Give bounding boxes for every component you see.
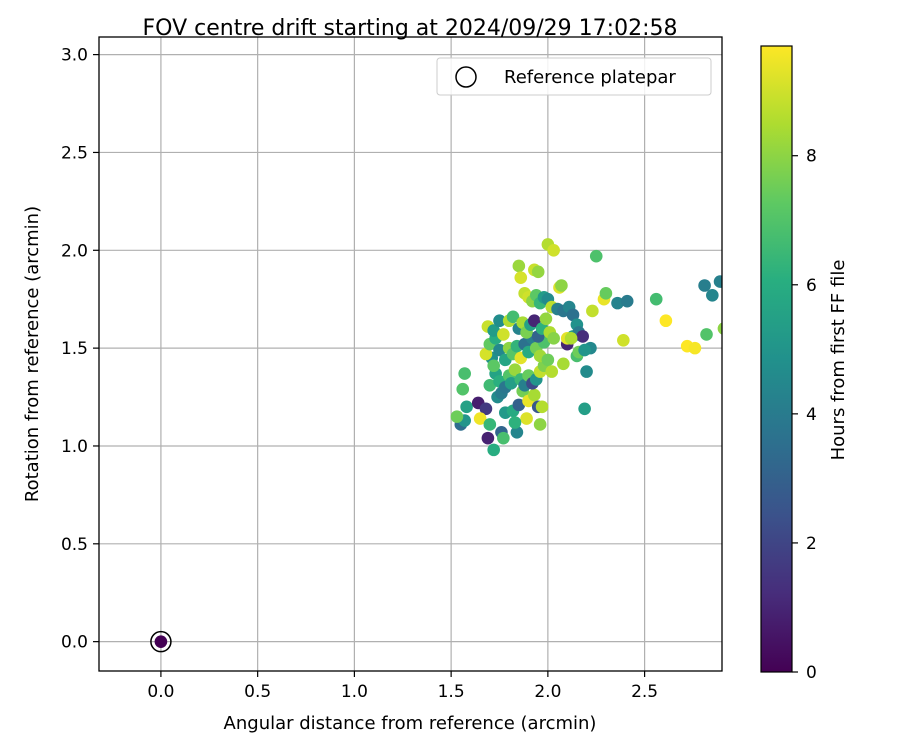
colorbar: 0 2 4 6 8 Hours from first FF file <box>760 45 849 683</box>
scatter-point <box>473 412 487 425</box>
scatter-point <box>487 443 500 457</box>
scatter-point <box>564 332 578 345</box>
scatter-point <box>700 328 713 341</box>
legend-label: Reference platepar <box>504 67 676 88</box>
scatter-point <box>535 400 549 414</box>
scatter-point <box>698 279 711 292</box>
scatter-point <box>520 412 533 425</box>
scatter-point <box>688 341 702 355</box>
scatter-point <box>599 287 613 300</box>
scatter-point <box>510 425 524 439</box>
x-axis-ticks: 0.0 0.5 1.0 1.5 2.0 2.5 <box>147 671 658 702</box>
scatter-point <box>528 388 541 402</box>
scatter-point <box>541 353 555 367</box>
y-axis-ticks: 0.0 0.5 1.0 1.5 2.0 2.5 3.0 <box>61 46 99 653</box>
y-axis-label: Rotation from reference (arcmin) <box>22 206 43 502</box>
scatter-point <box>557 357 570 371</box>
y-tick-label: 0.5 <box>61 535 88 555</box>
scatter-point <box>617 334 630 347</box>
scatter-point <box>497 328 510 341</box>
scatter-point <box>506 310 520 324</box>
scatter-point <box>566 308 580 322</box>
scatter-point <box>479 347 493 361</box>
scatter-point <box>659 314 673 328</box>
x-tick-label: 0.5 <box>244 682 271 702</box>
y-tick-label: 2.5 <box>61 143 88 163</box>
scatter-point <box>458 367 471 380</box>
y-tick-label: 1.5 <box>61 339 88 359</box>
x-tick-label: 1.0 <box>341 682 368 702</box>
scatter-point <box>578 402 591 416</box>
plot-frame <box>98 36 723 672</box>
scatter-point <box>649 292 663 306</box>
scatter-point <box>717 322 722 335</box>
scatter-point <box>487 359 500 373</box>
scatter-point <box>713 275 722 288</box>
x-tick-label: 2.0 <box>534 682 561 702</box>
scatter-point <box>514 271 528 284</box>
scatter-point <box>578 343 591 357</box>
legend-box <box>436 57 712 96</box>
scatter-point <box>528 314 541 328</box>
scatter-point <box>493 343 506 357</box>
scatter-point <box>512 398 526 412</box>
scatter-point <box>460 400 473 414</box>
colorbar-tick-label: 8 <box>806 147 817 167</box>
y-tick-label: 3.0 <box>61 46 88 66</box>
scatter-point <box>555 279 568 292</box>
scatter-point <box>589 249 603 263</box>
scatter-point <box>512 259 526 273</box>
colorbar-tick-label: 6 <box>806 276 817 296</box>
x-tick-label: 1.5 <box>438 682 465 702</box>
scatter-point <box>483 379 497 392</box>
reference-point-fill <box>154 635 168 648</box>
scatter-point <box>487 324 500 337</box>
colorbar-label: Hours from first FF file <box>828 260 849 461</box>
x-axis-label: Angular distance from reference (arcmin) <box>224 713 597 734</box>
scatter-point <box>483 418 497 431</box>
scatter-point <box>620 294 634 308</box>
scatter-point <box>547 332 560 345</box>
y-tick-label: 2.0 <box>61 241 88 261</box>
scatter-point <box>508 416 522 429</box>
legend: Reference platepar <box>436 57 712 96</box>
scatter-point <box>547 243 560 257</box>
colorbar-tick-label: 4 <box>806 405 817 425</box>
scatter-point <box>508 363 522 376</box>
scatter-point <box>450 410 464 423</box>
scatter-point <box>456 382 470 396</box>
scatter-point <box>539 312 553 326</box>
scatter-point <box>545 365 559 378</box>
scatter-point <box>531 265 545 279</box>
scatter-point <box>479 402 493 416</box>
legend-marker-open-circle <box>455 66 477 88</box>
y-tick-label: 1.0 <box>61 437 88 457</box>
scatter-point <box>586 304 599 318</box>
scatter-point <box>493 314 506 328</box>
reference-point <box>150 630 172 653</box>
scatter-point <box>504 377 518 390</box>
scatter-point <box>481 431 495 445</box>
scatter-point <box>580 365 593 378</box>
colorbar-gradient <box>760 45 793 673</box>
scatter-point <box>497 431 510 445</box>
colorbar-ticks: 0 2 4 6 8 <box>792 147 817 683</box>
scatter-point <box>576 330 589 343</box>
x-tick-label: 0.0 <box>147 682 174 702</box>
data-points <box>450 238 722 457</box>
y-tick-label: 0.0 <box>61 633 88 653</box>
scatter-point <box>533 418 547 431</box>
grid-lines <box>99 37 722 671</box>
x-tick-label: 2.5 <box>631 682 658 702</box>
reference-point-ring <box>150 630 172 653</box>
colorbar-tick-label: 2 <box>806 534 817 554</box>
colorbar-tick-label: 0 <box>806 663 817 683</box>
scatter-point <box>611 296 624 310</box>
scatter-point <box>706 288 719 302</box>
